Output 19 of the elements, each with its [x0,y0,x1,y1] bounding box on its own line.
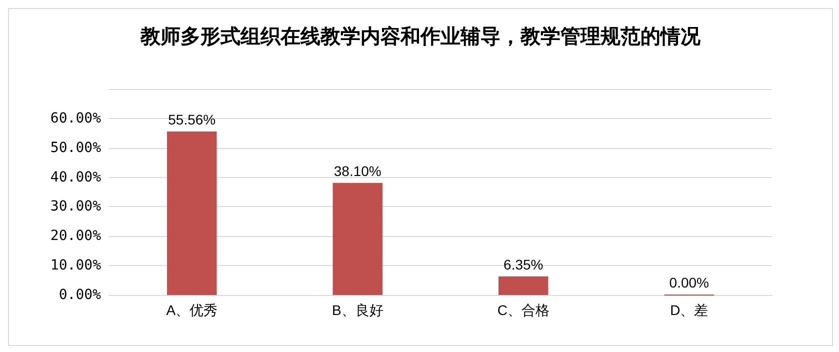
y-tick-label: 20.00% [50,228,102,244]
y-tick-label: 30.00% [50,198,102,215]
chart-title: 教师多形式组织在线教学内容和作业辅导，教学管理规范的情况 [140,24,702,48]
data-label: 38.10% [334,162,382,179]
data-label: 6.35% [504,256,544,272]
x-tick-label: D、差 [670,302,708,318]
y-tick-label: 60.00% [50,110,102,126]
y-tick-label: 0.00% [58,287,102,303]
x-tick-label: B、良好 [332,302,384,318]
bar [167,131,217,295]
data-label: 55.56% [168,111,216,128]
x-tick-label: C、合格 [497,302,550,318]
y-tick-label: 10.00% [50,258,102,274]
bar [332,182,382,295]
y-tick-label: 50.00% [50,140,102,156]
bar [498,276,548,295]
data-label: 0.00% [669,274,709,290]
x-tick-label: A、优秀 [166,302,218,318]
y-tick-label: 40.00% [50,169,102,186]
